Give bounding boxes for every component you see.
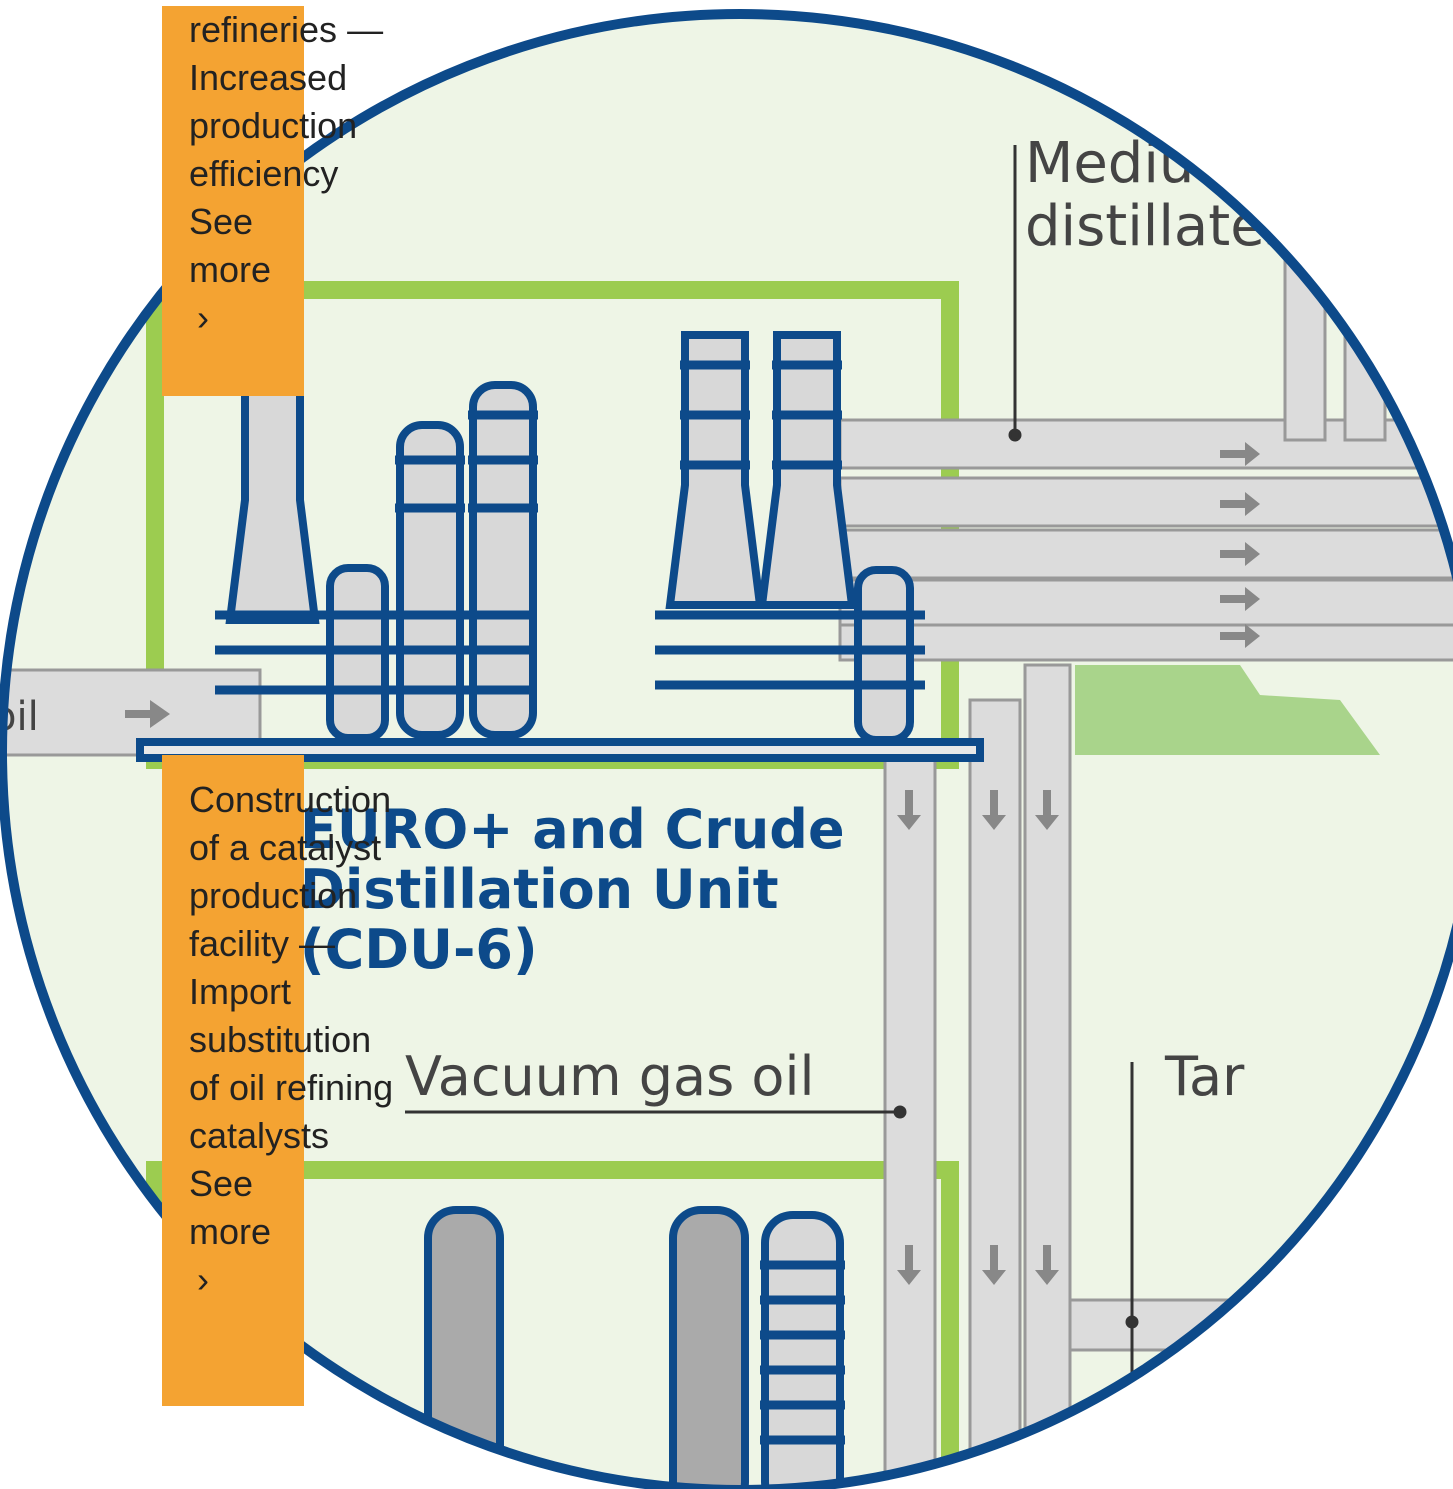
project-card[interactable]: Construction of a catalyst production fa… (162, 755, 304, 1406)
chevron-icon: › (189, 1256, 394, 1304)
illustration-label: Vacuum gas oil (405, 1045, 814, 1108)
see-more-link[interactable]: See more (189, 198, 289, 294)
see-more-link[interactable]: See more (189, 1160, 289, 1256)
card-title: refineries — Increased production effici… (189, 6, 394, 198)
illustration-label: Mediu (1025, 131, 1194, 196)
chevron-icon: › (189, 294, 394, 342)
page: Mediu distillates EURO+ and Crude Distil… (0, 0, 1453, 1489)
card-content: Construction of a catalyst production fa… (189, 776, 394, 1304)
card-title: Construction of a catalyst production fa… (189, 776, 394, 1160)
project-card[interactable]: refineries — Increased production effici… (162, 6, 304, 396)
card-content: refineries — Increased production effici… (189, 6, 394, 342)
illustration-label: Tar (1164, 1045, 1245, 1108)
